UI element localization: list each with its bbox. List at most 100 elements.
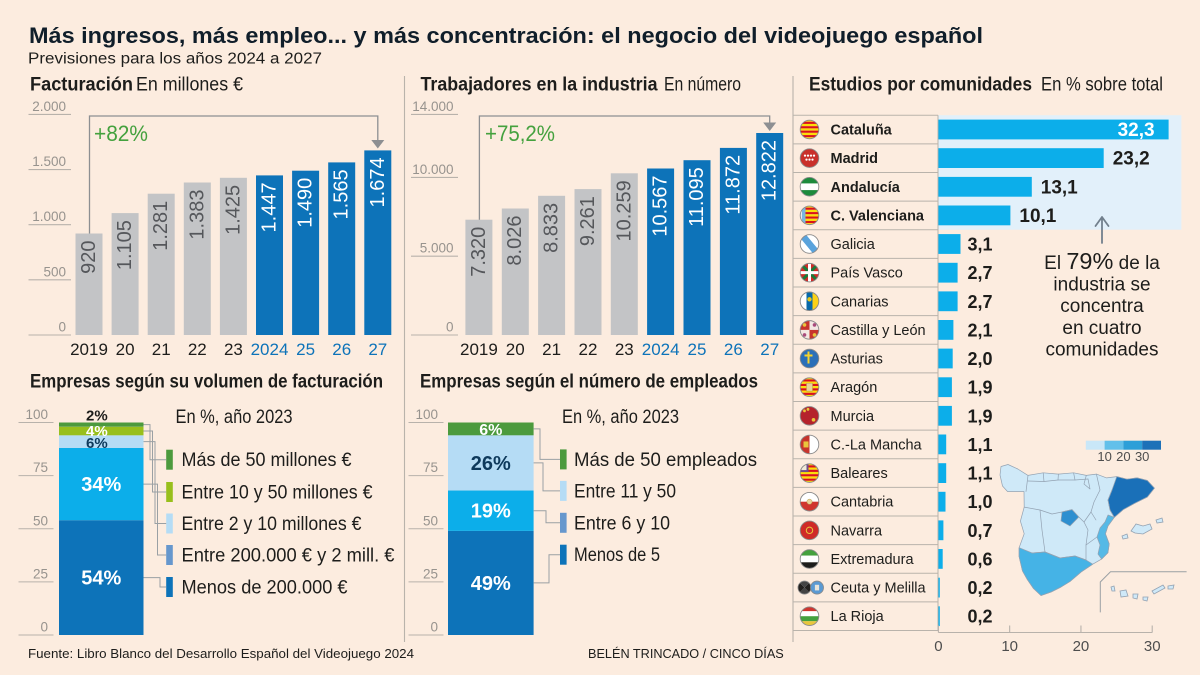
svg-text:Estudios por comunidades: Estudios por comunidades [809,75,1032,96]
svg-text:50: 50 [423,513,438,528]
svg-text:20: 20 [1073,638,1090,655]
svg-text:10.567: 10.567 [650,176,672,237]
svg-text:20: 20 [506,340,525,359]
svg-text:Extremadura: Extremadura [831,552,915,568]
svg-text:concentra: concentra [1060,296,1144,317]
svg-text:2%: 2% [86,408,108,425]
svg-text:2,7: 2,7 [967,263,992,283]
svg-text:Empresas según su volumen de f: Empresas según su volumen de facturación [30,372,383,393]
svg-text:0: 0 [446,320,454,335]
svg-text:23,2: 23,2 [1113,149,1150,170]
svg-text:1.490: 1.490 [295,178,317,228]
svg-text:25: 25 [423,566,438,581]
svg-text:30: 30 [1135,449,1149,464]
svg-text:La Rioja: La Rioja [831,609,885,625]
svg-text:26: 26 [724,340,743,359]
svg-text:2019: 2019 [70,340,108,359]
svg-text:Entre 2 y 10 millones €: Entre 2 y 10 millones € [182,514,362,535]
svg-text:Baleares: Baleares [831,466,888,482]
svg-text:0,2: 0,2 [967,578,992,598]
svg-text:75: 75 [423,460,438,475]
svg-text:25: 25 [296,340,315,359]
svg-text:22: 22 [188,340,207,359]
svg-text:12.822: 12.822 [759,140,781,201]
svg-text:comunidades: comunidades [1045,339,1158,360]
svg-text:En millones €: En millones € [136,75,243,96]
svg-text:C.-La Mancha: C.-La Mancha [831,437,923,453]
svg-text:En %, año 2023: En %, año 2023 [176,407,293,428]
svg-text:1.000: 1.000 [32,209,66,224]
svg-text:21: 21 [152,340,171,359]
svg-text:4%: 4% [86,423,108,440]
svg-text:+75,2%: +75,2% [485,121,555,146]
svg-text:1.383: 1.383 [186,190,208,240]
svg-text:0: 0 [934,638,942,655]
svg-text:1.447: 1.447 [259,182,281,232]
svg-text:en cuatro: en cuatro [1062,318,1141,339]
svg-text:Galicia: Galicia [831,237,876,253]
svg-text:Más de 50 millones €: Más de 50 millones € [182,450,352,471]
svg-text:500: 500 [43,264,66,279]
svg-text:11.095: 11.095 [686,167,708,227]
svg-text:Menos de 5: Menos de 5 [574,545,660,566]
svg-text:920: 920 [78,241,100,274]
svg-text:20: 20 [1116,449,1130,464]
svg-text:1.674: 1.674 [367,157,389,207]
svg-text:13,1: 13,1 [1041,177,1078,198]
svg-text:Trabajadores en la industria: Trabajadores en la industria [421,75,658,96]
svg-text:Cantabria: Cantabria [831,495,895,511]
svg-text:1,9: 1,9 [967,378,992,398]
svg-text:En % sobre total: En % sobre total [1041,75,1163,96]
svg-text:5.000: 5.000 [420,241,454,256]
svg-text:Previsiones para los años 2024: Previsiones para los años 2024 a 2027 [28,51,322,68]
svg-text:100: 100 [25,407,48,422]
svg-text:1.281: 1.281 [150,201,172,251]
svg-text:Madrid: Madrid [831,151,879,167]
svg-text:8.026: 8.026 [504,216,526,266]
svg-text:El 79% de la: El 79% de la [1044,248,1160,274]
svg-text:75: 75 [33,460,48,475]
svg-text:2,1: 2,1 [967,320,992,340]
svg-text:1.425: 1.425 [222,185,244,235]
svg-text:27: 27 [760,340,779,359]
svg-text:54%: 54% [81,568,121,590]
svg-text:0: 0 [40,620,48,635]
svg-text:1,9: 1,9 [967,406,992,426]
svg-text:Andalucía: Andalucía [831,180,901,196]
svg-text:2019: 2019 [460,340,498,359]
svg-text:Empresas según el número de em: Empresas según el número de empleados [420,372,758,393]
svg-text:10: 10 [1097,449,1111,464]
svg-text:34%: 34% [81,474,121,496]
svg-text:26%: 26% [471,453,511,475]
svg-text:1.565: 1.565 [331,169,353,219]
svg-text:100: 100 [415,407,438,422]
svg-text:19%: 19% [471,501,511,523]
svg-text:Facturación: Facturación [30,75,133,96]
svg-text:1.105: 1.105 [114,220,136,270]
svg-text:0,6: 0,6 [967,549,992,569]
svg-text:10.259: 10.259 [613,180,635,241]
svg-text:2,7: 2,7 [967,292,992,312]
svg-text:Asturias: Asturias [831,352,883,368]
svg-text:1,1: 1,1 [967,435,992,455]
svg-text:6%: 6% [479,422,502,439]
svg-text:Más de 50 empleados: Más de 50 empleados [574,450,757,471]
svg-text:Murcia: Murcia [831,409,875,425]
svg-text:0: 0 [58,320,66,335]
svg-text:6%: 6% [86,435,108,452]
svg-text:7.320: 7.320 [468,227,490,277]
svg-text:27: 27 [368,340,387,359]
svg-text:C. Valenciana: C. Valenciana [831,208,925,224]
svg-text:Castilla y León: Castilla y León [831,323,926,339]
svg-text:9.261: 9.261 [577,196,599,246]
svg-text:0: 0 [430,620,438,635]
svg-text:Entre 6 y 10: Entre 6 y 10 [574,513,670,534]
svg-text:50: 50 [33,513,48,528]
svg-text:0,7: 0,7 [967,521,992,541]
svg-text:25: 25 [688,340,707,359]
svg-text:1,1: 1,1 [967,464,992,484]
svg-text:Entre 10 y 50 millones €: Entre 10 y 50 millones € [182,483,373,504]
svg-text:Ceuta y Melilla: Ceuta y Melilla [831,581,927,597]
svg-text:+82%: +82% [94,121,148,146]
svg-text:21: 21 [542,340,561,359]
